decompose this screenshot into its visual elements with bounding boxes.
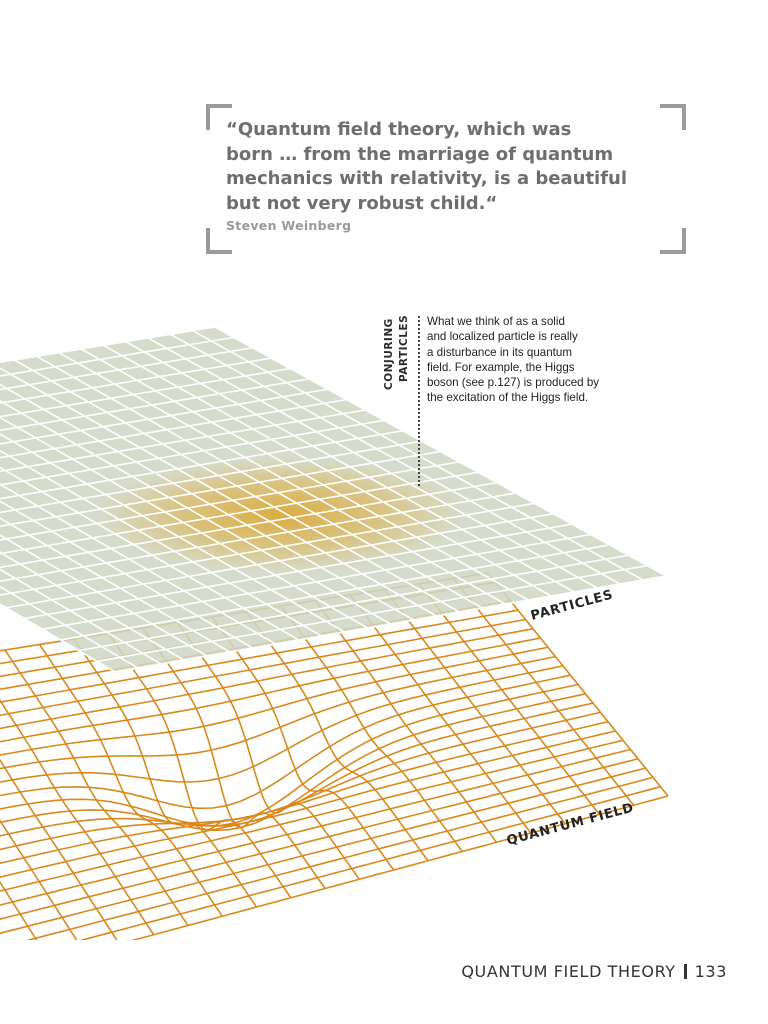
sidebar-heading-line: PARTICLES bbox=[398, 314, 410, 382]
sidebar-heading: CONJURING PARTICLES bbox=[383, 314, 413, 390]
field-grid-line bbox=[79, 785, 661, 940]
sidebar-text-line: What we think of as a solid bbox=[427, 315, 565, 328]
particle-grid-line bbox=[60, 544, 610, 641]
field-grid-line bbox=[349, 594, 532, 834]
page-footer: QUANTUM FIELD THEORY 133 bbox=[461, 962, 727, 981]
bracket-top-right bbox=[660, 104, 686, 130]
field-grid-line bbox=[25, 776, 654, 940]
field-grid-line bbox=[0, 758, 639, 920]
particle-grid-line bbox=[96, 564, 648, 663]
quote-line: mechanics with relativity, is a beautifu… bbox=[226, 168, 628, 189]
bracket-bottom-right bbox=[660, 228, 686, 254]
sidebar-text-line: boson (see p.127) is produced by bbox=[427, 376, 600, 390]
field-grid-line bbox=[487, 572, 669, 797]
field-grid-line bbox=[0, 720, 609, 865]
sidebar-text-line: the excitation of the Higgs field. bbox=[427, 391, 589, 405]
particle-plane bbox=[0, 326, 667, 673]
quote-line: “Quantum field theory, which was bbox=[226, 119, 572, 140]
quantum-field-illustration: PARTICLES QUANTUM FIELD bbox=[0, 326, 669, 940]
field-grid-line bbox=[0, 702, 594, 837]
quote-text: “Quantum field theory, which was born … … bbox=[226, 118, 676, 216]
sidebar-text: What we think of as a solid and localize… bbox=[427, 314, 627, 406]
particle-grid-line bbox=[192, 329, 644, 581]
quote-line: but not very robust child.“ bbox=[226, 192, 498, 214]
field-grid-line bbox=[211, 616, 395, 871]
field-grid-line bbox=[0, 655, 556, 770]
section-title: QUANTUM FIELD THEORY bbox=[461, 962, 676, 981]
particle-grid-line bbox=[147, 337, 598, 589]
sidebar-text-line: field. For example, the Higgs bbox=[427, 360, 575, 374]
field-grid-line bbox=[0, 646, 549, 756]
particle-grid-line bbox=[170, 333, 621, 585]
field-grid-line bbox=[245, 611, 429, 862]
bracket-top-left bbox=[206, 104, 232, 130]
sidebar-heading-line: CONJURING bbox=[383, 318, 395, 390]
sidebar-text-line: a disturbance in its quantum bbox=[427, 345, 573, 359]
particle-grid-line bbox=[214, 326, 667, 577]
page-number: 133 bbox=[694, 962, 727, 981]
sidebar-text-line: and localized particle is really bbox=[427, 330, 578, 344]
field-grid-line bbox=[0, 767, 646, 935]
field-grid-line bbox=[131, 795, 669, 940]
particle-grid-line bbox=[114, 575, 667, 673]
field-grid-line bbox=[452, 578, 635, 806]
quote-author: Steven Weinberg bbox=[226, 218, 352, 233]
particle-grid-line bbox=[78, 554, 629, 652]
quote-line: born … from the marriage of quantum bbox=[226, 143, 614, 165]
field-grid-line bbox=[383, 589, 566, 825]
quantum-field-grid bbox=[0, 572, 669, 940]
dotted-leader-line bbox=[418, 316, 420, 486]
particle-grid-line bbox=[42, 533, 591, 630]
footer-separator bbox=[683, 964, 687, 979]
field-grid-line bbox=[418, 583, 601, 815]
pull-quote: “Quantum field theory, which was born … … bbox=[206, 104, 686, 254]
field-grid-line bbox=[142, 627, 326, 889]
bracket-bottom-left bbox=[206, 228, 232, 254]
